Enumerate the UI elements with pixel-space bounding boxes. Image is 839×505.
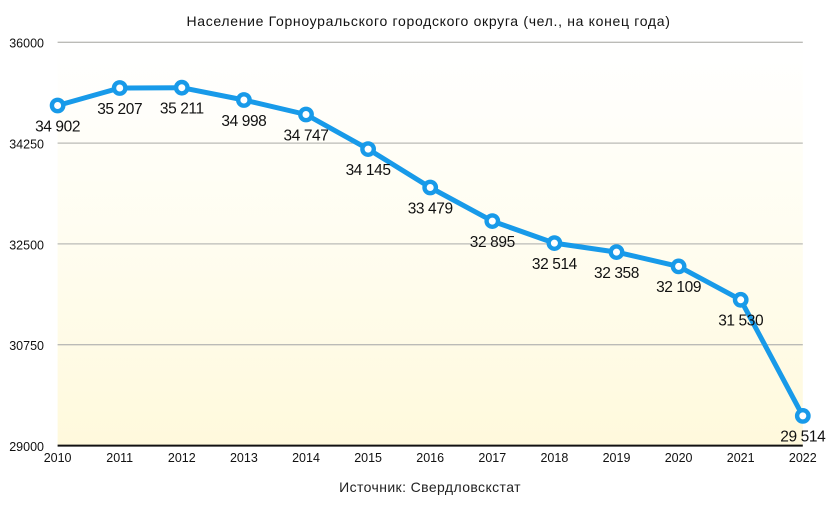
svg-text:2016: 2016 [416,451,444,465]
svg-text:30750: 30750 [9,339,44,353]
svg-text:29 514: 29 514 [780,429,826,446]
svg-text:35 207: 35 207 [97,101,142,118]
svg-text:34 747: 34 747 [283,127,328,144]
svg-text:2010: 2010 [44,451,72,465]
svg-text:32 514: 32 514 [532,256,578,273]
svg-text:2014: 2014 [292,451,320,465]
svg-text:31 530: 31 530 [718,313,764,330]
svg-text:29000: 29000 [9,440,44,454]
svg-text:2022: 2022 [789,451,817,465]
svg-text:2011: 2011 [106,451,133,465]
svg-text:2012: 2012 [168,451,196,465]
svg-text:32500: 32500 [9,238,44,252]
svg-text:34 145: 34 145 [346,162,391,179]
svg-text:32 109: 32 109 [656,279,701,296]
svg-text:2021: 2021 [727,451,755,465]
svg-text:Источник: Свердловскстат: Источник: Свердловскстат [339,479,521,495]
svg-text:32 358: 32 358 [594,265,639,282]
svg-text:33 479: 33 479 [408,200,453,217]
svg-text:2020: 2020 [665,451,693,465]
svg-text:35 211: 35 211 [160,101,204,118]
svg-text:2019: 2019 [603,451,631,465]
svg-text:34250: 34250 [9,138,44,152]
svg-text:2017: 2017 [478,451,506,465]
svg-text:Население Горноуральского горо: Население Горноуральского городского окр… [186,13,670,29]
svg-text:36000: 36000 [9,37,44,51]
svg-text:34 902: 34 902 [35,118,80,135]
svg-text:34 998: 34 998 [221,113,266,130]
svg-text:32 895: 32 895 [470,234,515,251]
svg-text:2018: 2018 [540,451,568,465]
svg-text:2015: 2015 [354,451,382,465]
svg-text:2013: 2013 [230,451,258,465]
